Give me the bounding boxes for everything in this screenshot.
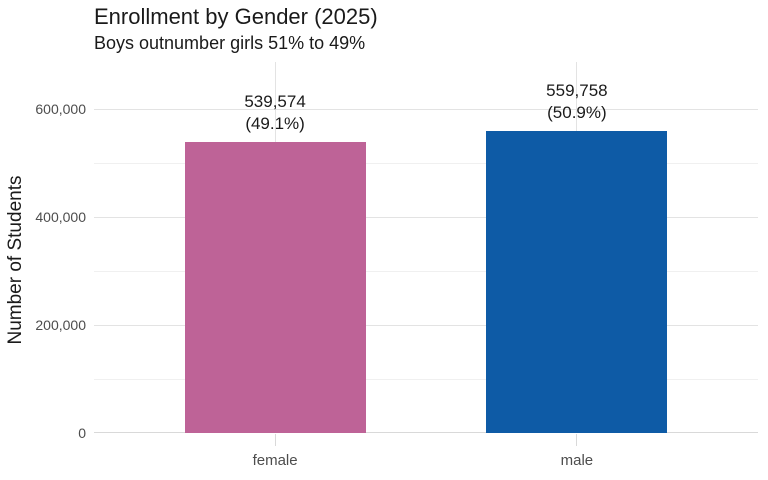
y-axis-title: Number of Students: [5, 175, 26, 345]
x-tick-label-male: male: [560, 452, 594, 469]
plot-panel: 539,574 (49.1%) 559,758 (50.9%): [94, 62, 758, 433]
bar-label-male: 559,758 (50.9%): [487, 80, 667, 124]
y-tick-label: 200,000: [35, 317, 86, 333]
y-tick-label: 600,000: [35, 101, 86, 117]
x-axis-line: [94, 432, 758, 433]
bar-percent-label: (49.1%): [245, 113, 305, 133]
y-tick-label: 400,000: [35, 209, 86, 225]
bar-percent-label: (50.9%): [547, 102, 607, 122]
bar-male: [486, 130, 668, 433]
bar-label-female: 539,574 (49.1%): [185, 91, 365, 135]
minor-gridline: [94, 270, 758, 272]
minor-gridline: [94, 378, 758, 380]
minor-gridline: [94, 162, 758, 164]
x-tick-label-female: female: [252, 452, 298, 469]
bar-value-label: 559,758: [546, 80, 608, 100]
major-gridline: [94, 216, 758, 218]
y-tick-label: 0: [78, 425, 86, 441]
chart-title: Enrollment by Gender (2025): [94, 4, 378, 29]
bar-value-label: 539,574: [244, 91, 306, 111]
x-tick-mark: [274, 434, 276, 446]
chart-subtitle: Boys outnumber girls 51% to 49%: [94, 33, 366, 53]
major-gridline: [94, 108, 758, 110]
x-tick-mark: [576, 434, 578, 446]
bar-female: [184, 141, 366, 433]
major-gridline: [94, 324, 758, 326]
